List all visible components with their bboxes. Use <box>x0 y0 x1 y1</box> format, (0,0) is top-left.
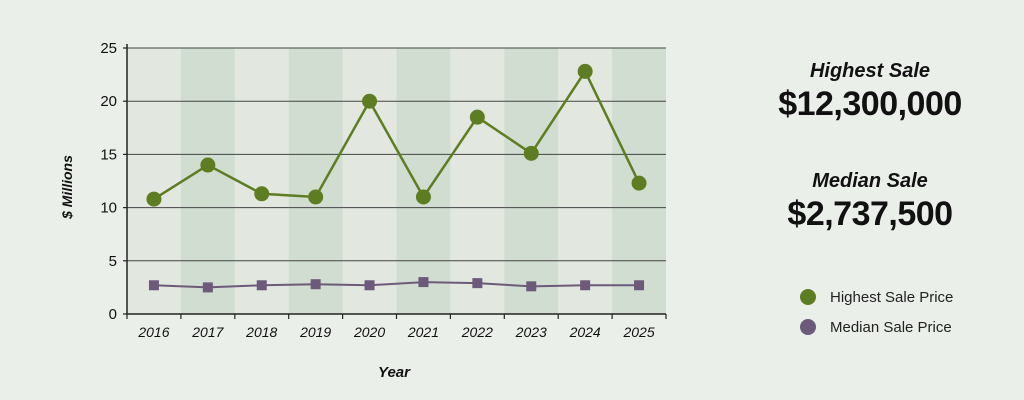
data-point <box>362 93 378 109</box>
column-band <box>234 48 289 314</box>
data-point <box>202 282 213 293</box>
data-point <box>200 157 216 173</box>
data-point <box>523 145 539 161</box>
x-tick-label: 2021 <box>407 324 439 340</box>
column-bands <box>127 48 666 314</box>
data-point <box>469 109 485 125</box>
x-tick-label: 2018 <box>245 324 277 340</box>
y-tick-label: 5 <box>109 253 117 270</box>
x-tick-labels: 2016 2017 2018 2019 2020 2021 2022 2023 2024 2025 <box>137 324 654 340</box>
data-point <box>580 280 591 291</box>
data-point <box>526 281 537 292</box>
data-point <box>148 280 159 291</box>
x-tick-label: 2022 <box>461 324 493 340</box>
highest-sale-value: $12,300,000 <box>778 85 962 123</box>
column-band <box>504 48 559 314</box>
data-point <box>418 277 429 288</box>
data-point <box>254 186 270 202</box>
data-point <box>631 175 647 191</box>
y-tick-label: 25 <box>100 40 117 57</box>
x-tick-label: 2023 <box>515 324 547 340</box>
median-sale-stat: Median Sale $2,737,500 <box>770 170 970 234</box>
legend-label-median: Median Sale Price <box>830 318 952 336</box>
data-point <box>634 280 645 291</box>
x-tick-label: 2016 <box>137 324 169 340</box>
series-line <box>153 281 640 289</box>
data-point <box>472 278 483 289</box>
column-band <box>558 48 613 314</box>
y-tick-label: 10 <box>100 200 117 217</box>
data-point <box>310 279 321 290</box>
legend: Highest Sale Price Median Sale Price <box>800 282 953 342</box>
y-tick-label: 15 <box>100 146 117 163</box>
legend-swatch-circle-icon <box>800 289 816 305</box>
data-point <box>415 189 431 205</box>
legend-label-highest: Highest Sale Price <box>830 288 954 306</box>
x-tick-label: 2020 <box>353 324 385 340</box>
data-point <box>308 189 324 205</box>
x-axis-label: Year <box>378 364 411 381</box>
y-axis-label: $ Millions <box>59 155 75 220</box>
column-band <box>342 48 397 314</box>
highest-sale-label: Highest Sale <box>809 60 931 82</box>
y-tick-labels: 0 5 10 15 20 25 <box>100 40 117 323</box>
series-line <box>153 68 641 201</box>
x-tick-label: 2019 <box>299 324 331 340</box>
y-tick-label: 0 <box>109 306 117 323</box>
x-tick-label: 2025 <box>622 324 654 340</box>
series-layer <box>146 63 647 293</box>
y-tick-label: 20 <box>100 93 117 110</box>
legend-item-highest: Highest Sale Price <box>800 282 953 312</box>
legend-item-median: Median Sale Price <box>800 312 953 342</box>
median-sale-value: $2,737,500 <box>787 195 953 233</box>
data-point <box>577 63 593 79</box>
column-band <box>288 48 343 314</box>
x-tick-label: 2017 <box>191 324 224 340</box>
column-band <box>180 48 235 314</box>
data-point <box>146 191 162 207</box>
gridlines <box>127 47 666 262</box>
x-tick-label: 2024 <box>569 324 601 340</box>
axes <box>123 44 667 319</box>
data-point <box>256 280 267 291</box>
column-band <box>127 48 181 314</box>
data-point <box>364 280 375 291</box>
highest-sale-stat: Highest Sale $12,300,000 <box>770 60 970 124</box>
column-band <box>450 48 505 314</box>
median-sale-label: Median Sale <box>812 170 928 192</box>
legend-swatch-circle-icon <box>800 319 816 335</box>
column-band <box>396 48 451 314</box>
